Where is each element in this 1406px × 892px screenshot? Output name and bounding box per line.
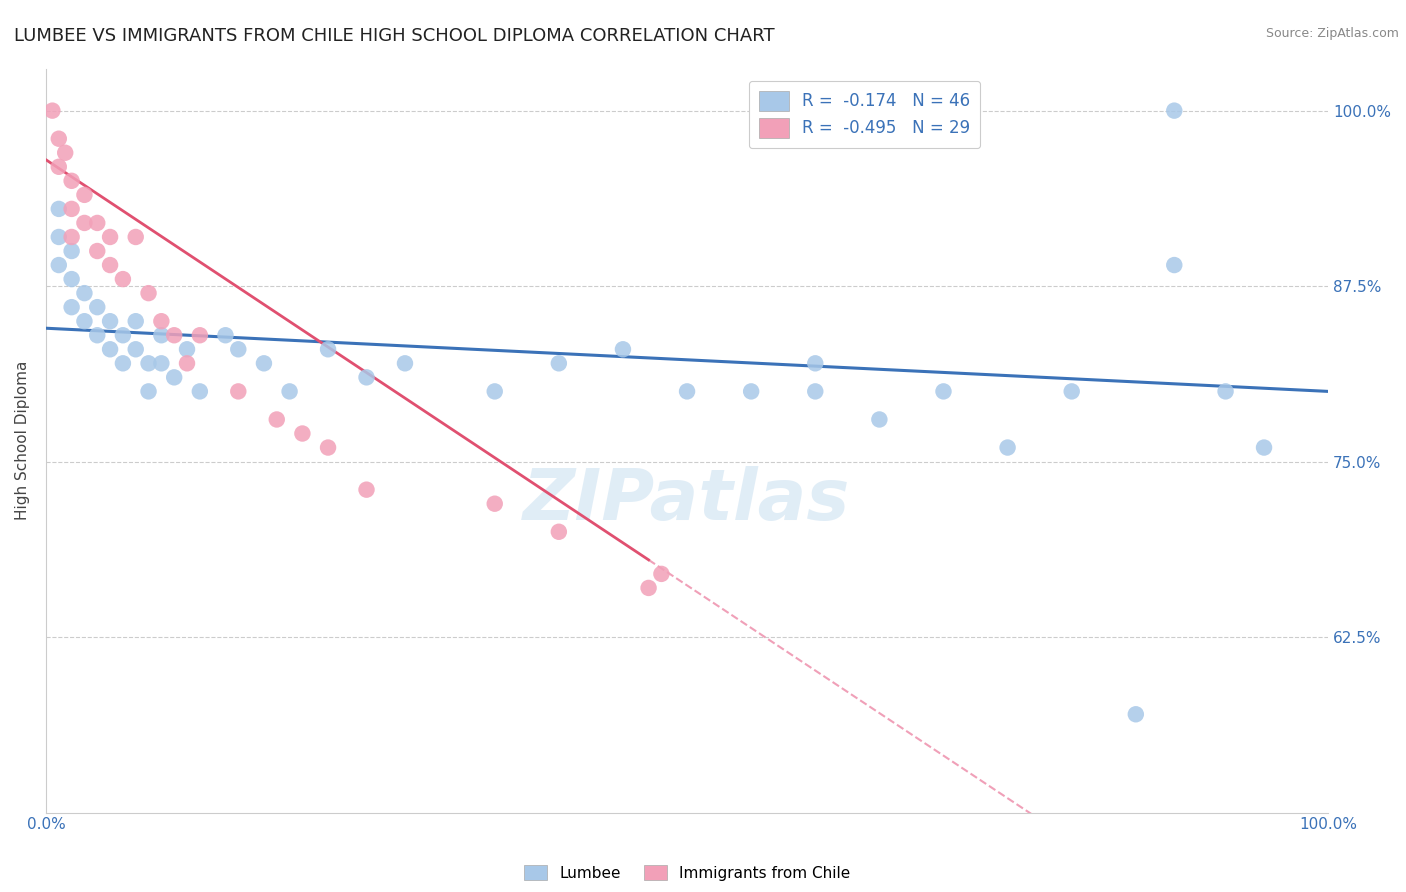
Point	[356, 483, 378, 497]
Point	[150, 328, 173, 343]
Point	[98, 343, 121, 357]
Point	[804, 384, 827, 399]
Point	[637, 581, 659, 595]
Point	[1125, 707, 1147, 722]
Point	[48, 160, 70, 174]
Point	[60, 202, 83, 216]
Point	[48, 230, 70, 244]
Point	[150, 356, 173, 370]
Point	[41, 103, 63, 118]
Point	[868, 412, 890, 426]
Point	[73, 314, 96, 328]
Point	[176, 343, 198, 357]
Point	[60, 244, 83, 258]
Point	[73, 216, 96, 230]
Y-axis label: High School Diploma: High School Diploma	[15, 361, 30, 520]
Point	[111, 272, 134, 286]
Point	[997, 441, 1019, 455]
Point	[163, 328, 186, 343]
Point	[98, 314, 121, 328]
Point	[1060, 384, 1083, 399]
Point	[1163, 258, 1185, 272]
Text: LUMBEE VS IMMIGRANTS FROM CHILE HIGH SCHOOL DIPLOMA CORRELATION CHART: LUMBEE VS IMMIGRANTS FROM CHILE HIGH SCH…	[14, 27, 775, 45]
Point	[1215, 384, 1237, 399]
Point	[111, 356, 134, 370]
Point	[214, 328, 236, 343]
Point	[253, 356, 276, 370]
Point	[125, 343, 148, 357]
Point	[1253, 441, 1275, 455]
Point	[60, 300, 83, 314]
Point	[316, 441, 339, 455]
Point	[188, 328, 211, 343]
Point	[1163, 103, 1185, 118]
Point	[612, 343, 634, 357]
Point	[226, 343, 249, 357]
Point	[60, 174, 83, 188]
Point	[53, 145, 76, 160]
Point	[60, 230, 83, 244]
Point	[740, 384, 762, 399]
Point	[266, 412, 288, 426]
Point	[650, 566, 672, 581]
Point	[98, 230, 121, 244]
Point	[73, 286, 96, 301]
Point	[48, 132, 70, 146]
Text: ZIPatlas: ZIPatlas	[523, 466, 851, 534]
Legend: Lumbee, Immigrants from Chile: Lumbee, Immigrants from Chile	[517, 858, 856, 887]
Point	[138, 286, 160, 301]
Point	[176, 356, 198, 370]
Point	[932, 384, 955, 399]
Point	[48, 258, 70, 272]
Point	[316, 343, 339, 357]
Point	[86, 328, 108, 343]
Point	[676, 384, 699, 399]
Point	[163, 370, 186, 384]
Point	[86, 216, 108, 230]
Point	[291, 426, 314, 441]
Text: Source: ZipAtlas.com: Source: ZipAtlas.com	[1265, 27, 1399, 40]
Point	[484, 384, 506, 399]
Point	[356, 370, 378, 384]
Point	[150, 314, 173, 328]
Point	[48, 202, 70, 216]
Point	[125, 230, 148, 244]
Point	[125, 314, 148, 328]
Point	[86, 244, 108, 258]
Point	[226, 384, 249, 399]
Point	[138, 384, 160, 399]
Point	[547, 356, 569, 370]
Point	[804, 356, 827, 370]
Point	[111, 328, 134, 343]
Point	[60, 272, 83, 286]
Point	[98, 258, 121, 272]
Point	[86, 300, 108, 314]
Point	[547, 524, 569, 539]
Point	[484, 497, 506, 511]
Point	[188, 384, 211, 399]
Point	[394, 356, 416, 370]
Point	[278, 384, 301, 399]
Point	[138, 356, 160, 370]
Point	[73, 187, 96, 202]
